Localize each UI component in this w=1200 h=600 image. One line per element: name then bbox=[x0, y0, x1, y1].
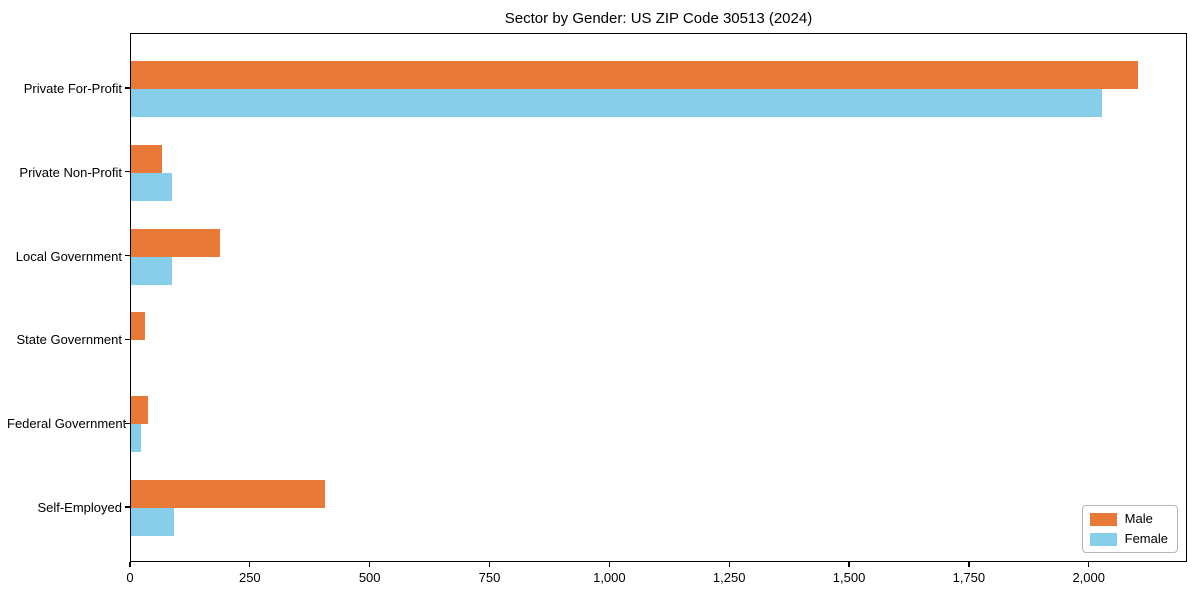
legend: Male Female bbox=[1081, 505, 1178, 553]
x-tick-label: 1,000 bbox=[593, 570, 626, 585]
y-tick-label: Federal Government bbox=[7, 416, 127, 432]
y-tick-mark bbox=[125, 338, 130, 341]
x-tick-label: 1,750 bbox=[952, 570, 986, 585]
x-tick-label: 1,250 bbox=[712, 570, 746, 585]
x-tick-mark bbox=[608, 562, 610, 567]
bar-female-local-government bbox=[131, 256, 172, 285]
y-tick-mark bbox=[125, 254, 130, 257]
x-tick-mark bbox=[369, 562, 371, 567]
x-tick-mark bbox=[249, 562, 251, 567]
legend-swatch-female bbox=[1089, 532, 1117, 546]
x-tick-label: 1,500 bbox=[832, 570, 866, 585]
y-tick-label: Local Government bbox=[15, 248, 122, 264]
bar-male-local-government bbox=[131, 228, 220, 257]
x-tick-label: 0 bbox=[126, 570, 134, 585]
legend-item-male: Male bbox=[1089, 511, 1168, 527]
x-tick-mark bbox=[488, 562, 491, 567]
bar-male-state-government bbox=[131, 312, 146, 341]
bar-female-self-employed bbox=[131, 508, 175, 536]
y-tick-mark bbox=[125, 422, 130, 424]
x-tick-label: 750 bbox=[478, 570, 501, 585]
legend-swatch-male bbox=[1089, 512, 1117, 526]
y-tick-mark bbox=[125, 171, 130, 173]
chart-title: Sector by Gender: US ZIP Code 30513 (202… bbox=[504, 10, 813, 27]
y-tick-mark bbox=[125, 87, 130, 89]
y-tick-label: State Government bbox=[16, 332, 123, 348]
plot-area bbox=[130, 33, 1187, 562]
y-tick-label: Self-Employed bbox=[37, 500, 122, 515]
x-tick-mark bbox=[848, 562, 850, 567]
x-tick-label: 250 bbox=[238, 570, 261, 585]
bar-male-private-non-profit bbox=[131, 144, 163, 173]
legend-label: Female bbox=[1124, 531, 1168, 546]
bar-male-private-for-profit bbox=[131, 61, 1138, 89]
legend-label: Male bbox=[1124, 511, 1153, 526]
y-tick-label: Private For-Profit bbox=[23, 81, 122, 96]
x-tick-mark bbox=[968, 562, 970, 567]
bar-male-federal-government bbox=[131, 396, 148, 425]
x-tick-label: 500 bbox=[358, 570, 381, 585]
bar-female-federal-government bbox=[131, 424, 141, 453]
legend-item-female: Female bbox=[1089, 531, 1168, 547]
bar-female-private-for-profit bbox=[131, 89, 1102, 117]
x-tick-mark bbox=[728, 562, 730, 567]
x-tick-mark bbox=[129, 562, 131, 567]
x-tick-label: 2,000 bbox=[1072, 570, 1105, 585]
y-tick-label: Private Non-Profit bbox=[19, 164, 122, 180]
bar-female-private-non-profit bbox=[131, 172, 172, 201]
y-tick-mark bbox=[125, 506, 130, 508]
x-tick-mark bbox=[1088, 562, 1090, 567]
bar-male-self-employed bbox=[131, 480, 326, 508]
